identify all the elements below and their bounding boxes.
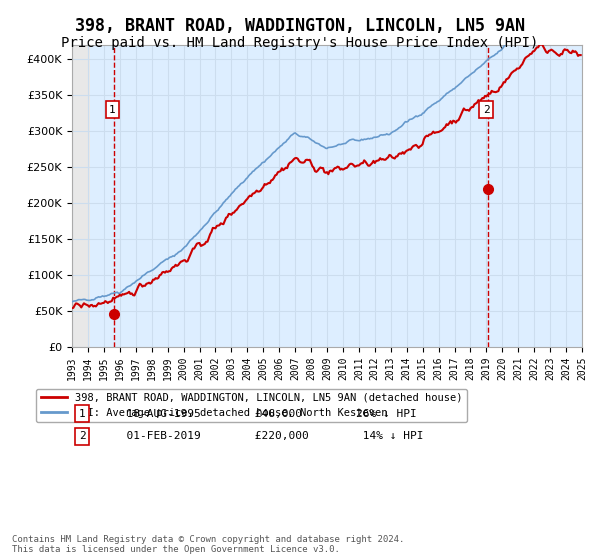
Text: 2: 2 (483, 105, 490, 115)
Bar (72, 45, 89, 347)
Text: 398, BRANT ROAD, WADDINGTON, LINCOLN, LN5 9AN: 398, BRANT ROAD, WADDINGTON, LINCOLN, LN… (75, 17, 525, 35)
Text: Contains HM Land Registry data © Crown copyright and database right 2024.
This d: Contains HM Land Registry data © Crown c… (12, 535, 404, 554)
Text: 18-AUG-1995        £46,000        26% ↓ HPI: 18-AUG-1995 £46,000 26% ↓ HPI (113, 409, 416, 419)
Text: 1: 1 (79, 409, 86, 419)
Legend: 398, BRANT ROAD, WADDINGTON, LINCOLN, LN5 9AN (detached house), HPI: Average pri: 398, BRANT ROAD, WADDINGTON, LINCOLN, LN… (37, 389, 467, 422)
Text: 2: 2 (79, 431, 86, 441)
Text: Price paid vs. HM Land Registry's House Price Index (HPI): Price paid vs. HM Land Registry's House … (61, 36, 539, 50)
Text: 1: 1 (109, 105, 116, 115)
Text: 01-FEB-2019        £220,000        14% ↓ HPI: 01-FEB-2019 £220,000 14% ↓ HPI (113, 431, 424, 441)
